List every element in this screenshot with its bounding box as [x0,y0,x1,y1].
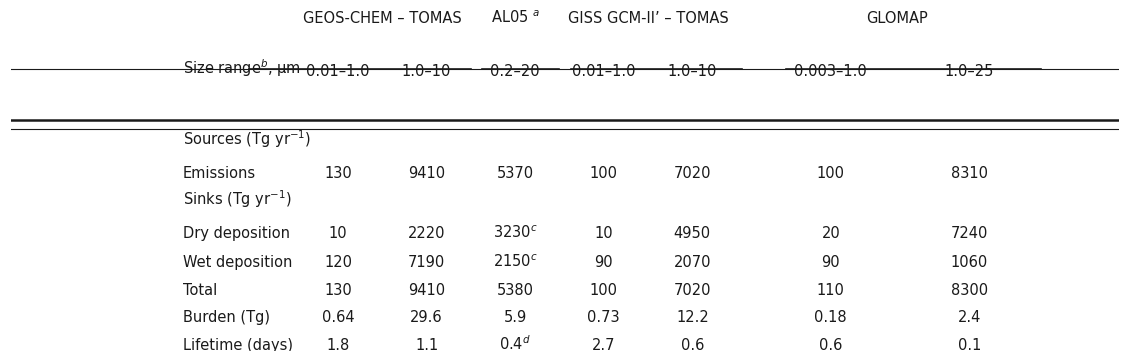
Text: 9410: 9410 [408,166,445,181]
Text: Dry deposition: Dry deposition [183,226,290,241]
Text: Sinks (Tg yr$^{-1}$): Sinks (Tg yr$^{-1}$) [183,188,292,210]
Text: 10: 10 [594,226,614,241]
Text: 10: 10 [329,226,347,241]
Text: 2.7: 2.7 [592,338,616,351]
Text: 1.0–10: 1.0–10 [402,64,451,79]
Text: 90: 90 [594,255,614,270]
Text: 7240: 7240 [950,226,988,241]
Text: 29.6: 29.6 [410,310,443,325]
Text: Emissions: Emissions [183,166,257,181]
Text: Total: Total [183,283,217,298]
Text: 8300: 8300 [950,283,988,298]
Text: 1.8: 1.8 [327,338,349,351]
Text: 100: 100 [590,283,618,298]
Text: 4950: 4950 [673,226,711,241]
Text: 90: 90 [822,255,840,270]
Text: Lifetime (days): Lifetime (days) [183,338,293,351]
Text: 130: 130 [324,283,351,298]
Text: 0.2–20: 0.2–20 [490,64,540,79]
Text: 5.9: 5.9 [504,310,527,325]
Text: 9410: 9410 [408,283,445,298]
Text: Sources (Tg yr$^{-1}$): Sources (Tg yr$^{-1}$) [183,128,311,150]
Text: 1.1: 1.1 [415,338,438,351]
Text: Wet deposition: Wet deposition [183,255,293,270]
Text: 1.0–10: 1.0–10 [668,64,718,79]
Text: AL05 $^a$: AL05 $^a$ [490,9,540,26]
Text: 0.64: 0.64 [322,310,355,325]
Text: 2150$^c$: 2150$^c$ [493,253,538,270]
Text: 0.003–1.0: 0.003–1.0 [794,64,867,79]
Text: 130: 130 [324,166,351,181]
Text: 7190: 7190 [408,255,445,270]
Text: 100: 100 [817,166,845,181]
Text: 1060: 1060 [950,255,988,270]
Text: 100: 100 [590,166,618,181]
Text: 20: 20 [822,226,840,241]
Text: 110: 110 [817,283,845,298]
Text: 7020: 7020 [673,166,711,181]
Text: GISS GCM-II’ – TOMAS: GISS GCM-II’ – TOMAS [567,11,729,26]
Text: 12.2: 12.2 [676,310,709,325]
Text: 8310: 8310 [950,166,988,181]
Text: 0.4$^d$: 0.4$^d$ [499,334,531,351]
Text: 0.6: 0.6 [680,338,704,351]
Text: 3230$^c$: 3230$^c$ [493,224,538,241]
Text: 7020: 7020 [673,283,711,298]
Text: 2220: 2220 [408,226,445,241]
Text: 5370: 5370 [496,166,533,181]
Text: Burden (Tg): Burden (Tg) [183,310,270,325]
Text: GEOS-CHEM – TOMAS: GEOS-CHEM – TOMAS [303,11,462,26]
Text: GLOMAP: GLOMAP [867,11,928,26]
Text: 0.01–1.0: 0.01–1.0 [572,64,635,79]
Text: 120: 120 [324,255,351,270]
Text: 1.0–25: 1.0–25 [945,64,994,79]
Text: 0.01–1.0: 0.01–1.0 [306,64,370,79]
Text: 0.6: 0.6 [819,338,843,351]
Text: 5380: 5380 [497,283,533,298]
Text: 2070: 2070 [673,255,711,270]
Text: 0.18: 0.18 [815,310,848,325]
Text: 2.4: 2.4 [957,310,981,325]
Text: 0.1: 0.1 [957,338,981,351]
Text: 0.73: 0.73 [588,310,620,325]
Text: Size range$^b$, μm: Size range$^b$, μm [183,58,301,79]
